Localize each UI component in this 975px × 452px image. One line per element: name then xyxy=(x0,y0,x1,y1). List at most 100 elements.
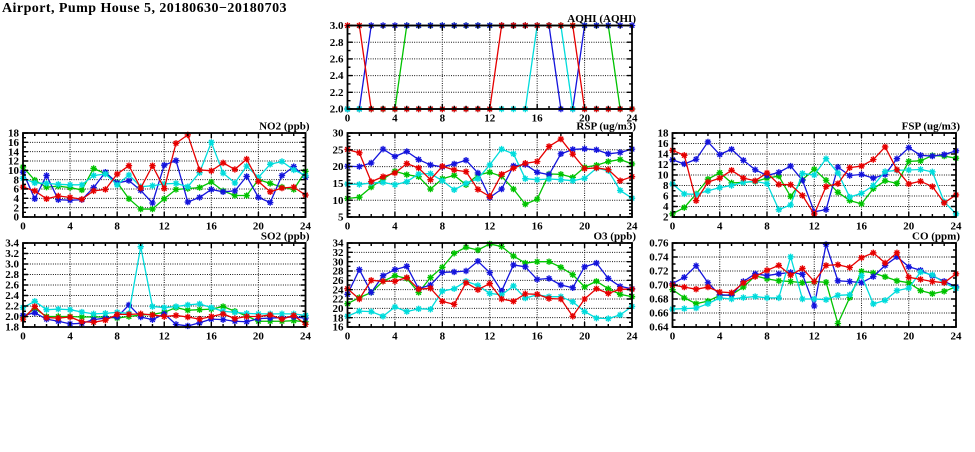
svg-text:20: 20 xyxy=(253,330,265,342)
svg-text:0: 0 xyxy=(345,112,351,124)
svg-text:2.4: 2.4 xyxy=(330,70,344,82)
svg-text:12: 12 xyxy=(809,330,821,342)
svg-text:0.70: 0.70 xyxy=(649,280,669,292)
svg-text:24: 24 xyxy=(627,330,639,342)
svg-text:NO2 (ppb): NO2 (ppb) xyxy=(259,121,310,133)
svg-text:8: 8 xyxy=(440,112,446,124)
svg-text:26: 26 xyxy=(333,275,345,287)
svg-text:16: 16 xyxy=(532,330,544,342)
svg-text:12: 12 xyxy=(484,112,496,124)
svg-text:0.76: 0.76 xyxy=(649,238,669,250)
svg-text:14: 14 xyxy=(658,149,670,161)
svg-text:14: 14 xyxy=(8,146,20,158)
svg-text:8: 8 xyxy=(114,330,120,342)
svg-text:12: 12 xyxy=(658,159,670,171)
svg-text:4: 4 xyxy=(14,193,20,205)
svg-text:12: 12 xyxy=(159,330,171,342)
svg-text:20: 20 xyxy=(579,112,591,124)
svg-text:18: 18 xyxy=(8,128,20,140)
svg-text:6: 6 xyxy=(663,191,669,203)
svg-text:12: 12 xyxy=(809,220,821,232)
svg-text:18: 18 xyxy=(333,312,345,324)
svg-text:0.72: 0.72 xyxy=(649,266,669,278)
svg-text:24: 24 xyxy=(627,220,639,232)
svg-text:Airport, Pump House 5, 2018063: Airport, Pump House 5, 20180630−20180703 xyxy=(2,1,287,16)
svg-text:0: 0 xyxy=(345,330,351,342)
svg-text:3.0: 3.0 xyxy=(330,20,344,32)
svg-text:34: 34 xyxy=(333,238,345,250)
svg-text:12: 12 xyxy=(8,156,20,168)
svg-text:16: 16 xyxy=(856,330,868,342)
svg-text:8: 8 xyxy=(764,220,770,232)
svg-text:16: 16 xyxy=(333,322,345,334)
svg-text:8: 8 xyxy=(440,330,446,342)
svg-text:10: 10 xyxy=(8,165,20,177)
svg-text:22: 22 xyxy=(333,294,345,306)
svg-text:4: 4 xyxy=(717,220,723,232)
svg-text:12: 12 xyxy=(159,220,171,232)
svg-text:16: 16 xyxy=(658,138,670,150)
svg-text:8: 8 xyxy=(440,220,446,232)
svg-text:CO (ppm): CO (ppm) xyxy=(912,231,960,243)
svg-text:20: 20 xyxy=(903,220,915,232)
svg-text:2.8: 2.8 xyxy=(5,269,19,281)
svg-text:10: 10 xyxy=(658,170,670,182)
svg-text:28: 28 xyxy=(333,266,345,278)
svg-text:12: 12 xyxy=(484,330,496,342)
svg-text:2: 2 xyxy=(14,202,20,214)
svg-text:20: 20 xyxy=(579,220,591,232)
svg-text:4: 4 xyxy=(717,330,723,342)
svg-text:3.0: 3.0 xyxy=(5,259,19,271)
svg-text:24: 24 xyxy=(300,330,312,342)
svg-text:0: 0 xyxy=(670,330,676,342)
svg-text:0: 0 xyxy=(14,212,20,224)
svg-text:8: 8 xyxy=(764,330,770,342)
svg-text:16: 16 xyxy=(532,220,544,232)
svg-text:15: 15 xyxy=(333,178,345,190)
svg-text:SO2 (ppb): SO2 (ppb) xyxy=(261,231,310,243)
svg-text:2.8: 2.8 xyxy=(330,37,344,49)
svg-text:4: 4 xyxy=(392,330,398,342)
svg-text:16: 16 xyxy=(206,220,218,232)
svg-text:20: 20 xyxy=(903,330,915,342)
svg-text:2.4: 2.4 xyxy=(5,290,19,302)
svg-text:20: 20 xyxy=(253,220,265,232)
svg-text:20: 20 xyxy=(333,303,345,315)
svg-text:2.6: 2.6 xyxy=(5,280,19,292)
svg-text:24: 24 xyxy=(951,330,963,342)
svg-text:16: 16 xyxy=(206,330,218,342)
svg-text:20: 20 xyxy=(333,161,345,173)
svg-text:2.2: 2.2 xyxy=(330,87,344,99)
svg-text:16: 16 xyxy=(856,220,868,232)
svg-text:12: 12 xyxy=(484,220,496,232)
svg-text:3.4: 3.4 xyxy=(5,238,19,250)
svg-text:8: 8 xyxy=(663,180,669,192)
svg-text:0: 0 xyxy=(20,220,26,232)
svg-text:4: 4 xyxy=(392,220,398,232)
svg-text:3.2: 3.2 xyxy=(5,248,19,260)
svg-text:30: 30 xyxy=(333,256,345,268)
svg-text:0.74: 0.74 xyxy=(649,252,669,264)
svg-text:AQHI (AQHI): AQHI (AQHI) xyxy=(567,13,636,25)
svg-text:18: 18 xyxy=(658,128,670,140)
svg-text:O3 (ppb): O3 (ppb) xyxy=(594,231,637,243)
svg-text:0: 0 xyxy=(345,220,351,232)
svg-text:8: 8 xyxy=(14,174,20,186)
svg-text:24: 24 xyxy=(333,284,345,296)
svg-text:0.66: 0.66 xyxy=(649,308,669,320)
svg-text:24: 24 xyxy=(951,220,963,232)
svg-text:2.0: 2.0 xyxy=(5,311,19,323)
svg-text:20: 20 xyxy=(579,330,591,342)
svg-text:16: 16 xyxy=(532,112,544,124)
svg-text:32: 32 xyxy=(333,247,345,259)
svg-text:5: 5 xyxy=(338,212,344,224)
svg-text:4: 4 xyxy=(67,330,73,342)
svg-text:10: 10 xyxy=(333,195,345,207)
svg-text:FSP (ug/m3): FSP (ug/m3) xyxy=(902,121,961,133)
svg-text:RSP (ug/m3): RSP (ug/m3) xyxy=(576,121,636,133)
svg-text:8: 8 xyxy=(114,220,120,232)
svg-text:30: 30 xyxy=(333,128,345,140)
svg-text:2.6: 2.6 xyxy=(330,54,344,66)
svg-text:2.2: 2.2 xyxy=(5,301,19,313)
svg-text:25: 25 xyxy=(333,144,345,156)
